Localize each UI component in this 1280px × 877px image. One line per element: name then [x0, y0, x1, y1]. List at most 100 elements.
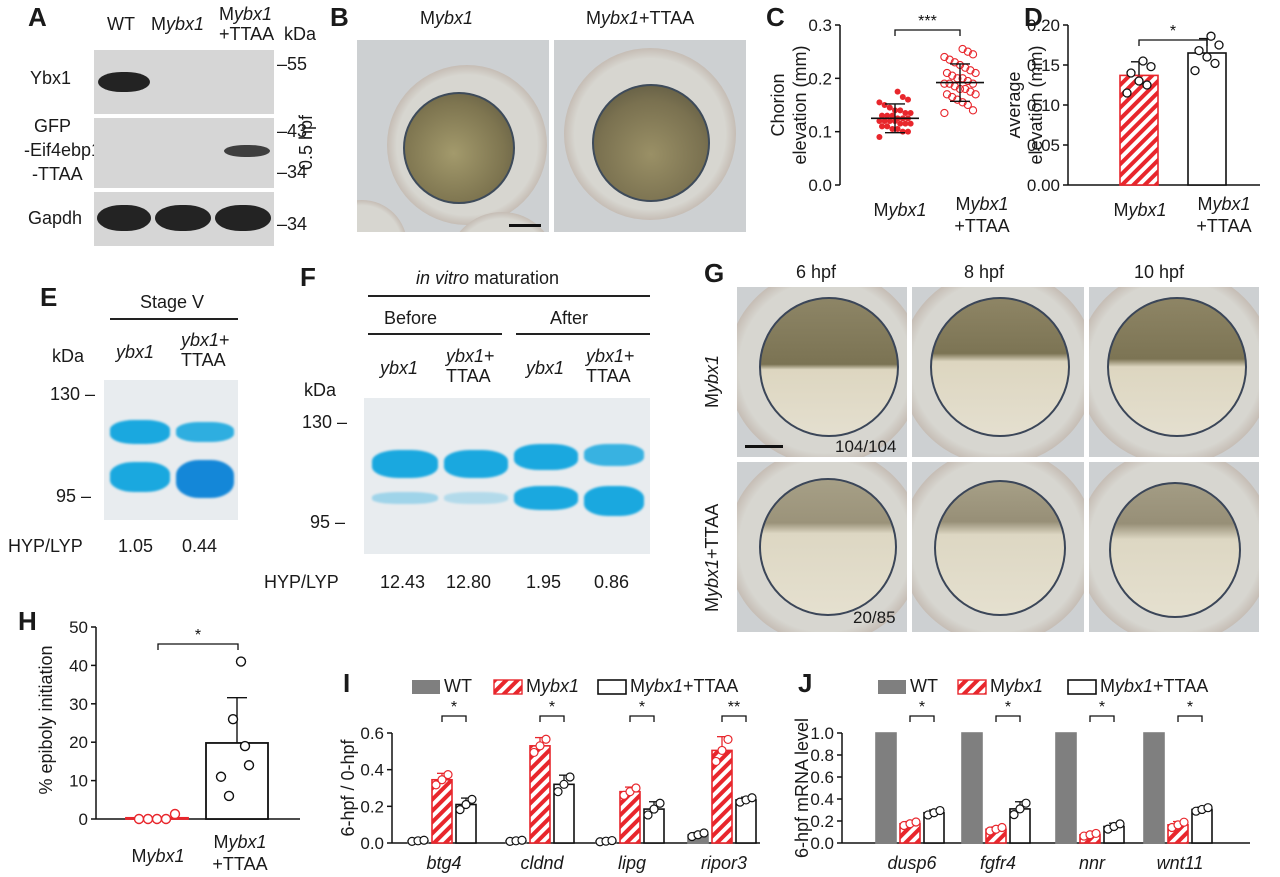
- i-cat-lipg: lipg: [618, 853, 646, 873]
- j-fgfr4-bracket: [995, 715, 1021, 722]
- i-pt-cldnd-1-2: [541, 734, 551, 744]
- d-point-0-2: [1134, 76, 1144, 86]
- i-pt-lipg-1-2: [631, 783, 641, 793]
- i-pt-lipg-2-0: [643, 810, 653, 820]
- c-point-0-6: [879, 123, 885, 130]
- j-nnr-bracket: [1089, 715, 1115, 722]
- e-kda: kDa: [52, 346, 85, 366]
- i-pt-cldnd-2-0: [553, 787, 563, 797]
- j-dusp6-bracket: [909, 715, 935, 722]
- d-y-tick-label-0: 0.00: [1027, 176, 1060, 195]
- chart-h-epiboly-initiation: 0 10 20 30 40 50 % epiboly initiation Mybx1 Mybx…: [36, 618, 300, 874]
- c-point-1-24: [950, 58, 959, 67]
- i-pt-btg4-2-2: [467, 794, 477, 804]
- c-point-0-4: [889, 126, 896, 132]
- i-lipg-bracket: [629, 715, 655, 722]
- h-bar-1: [205, 742, 269, 820]
- c-point-1-29: [958, 44, 967, 54]
- h-point-1-3: [239, 740, 251, 752]
- e-band-lyp-ybx1: [110, 462, 170, 492]
- h-point-1-5: [235, 656, 247, 667]
- e-ratio-label: HYP/LYP: [8, 536, 83, 556]
- d-y-tick-label-3: 0.15: [1027, 56, 1060, 75]
- j-fgfr4-sig: *: [1005, 699, 1011, 716]
- scale-bar-b: [509, 224, 541, 227]
- d-bracket: [1138, 39, 1208, 46]
- h-sig: *: [195, 627, 201, 644]
- f-band-hyp-4: [584, 444, 644, 466]
- d-point-1-4: [1214, 40, 1224, 50]
- i-pt-cldnd-2-1: [559, 779, 569, 789]
- e-title: Stage V: [140, 292, 205, 312]
- j-legend-label-wt: WT: [910, 676, 938, 696]
- j-legend-label-ttaa: Mybx1+TTAA: [1100, 676, 1208, 696]
- c-y-label: Chorion elevation (mm): [768, 45, 810, 164]
- c-y-tick-label-2: 0.2: [808, 69, 832, 88]
- j-y-label: 6-hpf mRNA level: [792, 718, 812, 858]
- c-point-0-2: [899, 128, 906, 135]
- c-point-1-3: [958, 98, 967, 107]
- d-point-0-3: [1126, 68, 1136, 78]
- chart-d-average-elevation: 0.00 0.05 0.10 0.15 0.20 Average elevation (mm…: [1010, 16, 1260, 236]
- j-bar-nnr-0: [1055, 732, 1077, 844]
- h-cat-1-line1: Mybx1: [213, 832, 266, 852]
- h-y-label: % epiboly initiation: [36, 645, 56, 794]
- row-label-gfp: GFP: [34, 116, 72, 136]
- i-pt-cldnd-1-1: [535, 741, 545, 751]
- i-pt-cldnd-0-2: [517, 835, 527, 845]
- c-point-0-17: [889, 112, 896, 119]
- f-ratio-1: 12.43: [380, 572, 426, 592]
- f-lane-3: ybx1: [526, 358, 565, 378]
- i-pt-ripor3-1-1: [717, 745, 727, 756]
- chart-c-chorion-elevation: 0.0 0.1 0.2 0.3 Chorion elevation (mm) Mybx1 My…: [768, 13, 1010, 236]
- i-legend-swatch-wt: [412, 680, 440, 694]
- band-gapdh-mybx1: [155, 205, 211, 231]
- j-pt-fgfr4-2-0: [1009, 810, 1019, 820]
- d-y-tick-label-1: 0.05: [1027, 136, 1060, 155]
- i-pt-ripor3-1-2: [723, 734, 733, 745]
- photo-mybx1-0.5hpf: [357, 40, 549, 232]
- h-point-0-4: [169, 808, 181, 820]
- photo-mybx1-6hpf: 104/104: [737, 287, 907, 457]
- i-pt-ripor3-2-2: [747, 793, 757, 803]
- photo-ttaa-6hpf: 20/85: [737, 462, 907, 632]
- i-ripor3-sig: **: [728, 699, 740, 716]
- i-y-tick-label-2: 0.4: [360, 761, 384, 780]
- i-cat-ripor3: ripor3: [701, 853, 747, 873]
- c-point-0-24: [886, 104, 893, 111]
- e-gel-image: [104, 380, 238, 520]
- i-pt-btg4-2-0: [455, 805, 465, 815]
- f-band-hyp-3: [514, 444, 578, 470]
- panel-letter-b: B: [330, 2, 349, 32]
- b-stage-label: 0.5 hpf: [296, 114, 316, 170]
- c-point-0-1: [905, 128, 911, 135]
- j-bar-fgfr4-0: [961, 732, 983, 844]
- c-point-0-18: [884, 112, 891, 119]
- c-point-0-11: [886, 118, 893, 124]
- i-y-tick-label-0: 0.0: [360, 834, 384, 853]
- f-ratio-3: 1.95: [526, 572, 562, 592]
- d-point-1-0: [1190, 65, 1200, 76]
- c-point-0-3: [894, 126, 901, 132]
- band-ybx1-wt: [98, 72, 150, 92]
- i-cat-cldnd: cldnd: [520, 853, 564, 873]
- c-point-0-8: [902, 120, 909, 127]
- panel-letter-c: C: [766, 2, 785, 32]
- i-lipg-sig: *: [639, 699, 645, 716]
- c-point-0-29: [894, 88, 901, 95]
- d-point-0-0: [1122, 88, 1132, 98]
- panel-letter-e: E: [40, 282, 58, 312]
- i-pt-ripor3-1-0: [711, 756, 721, 767]
- c-point-0-5: [884, 123, 891, 130]
- j-legend-swatch-mybx1: [957, 679, 987, 695]
- h-bracket: [157, 643, 239, 650]
- j-pt-fgfr4-2-1: [1015, 804, 1025, 814]
- g-col-10hpf: 10 hpf: [1134, 262, 1185, 282]
- kda-label-a: kDa: [284, 24, 317, 44]
- j-y-tick-label-1: 0.2: [810, 812, 834, 831]
- c-point-1-28: [963, 47, 972, 56]
- i-cat-btg4: btg4: [426, 853, 461, 873]
- i-legend-label-mybx1: Mybx1: [526, 676, 579, 696]
- j-legend-label-mybx1: Mybx1: [990, 676, 1043, 696]
- c-point-0-20: [907, 110, 914, 116]
